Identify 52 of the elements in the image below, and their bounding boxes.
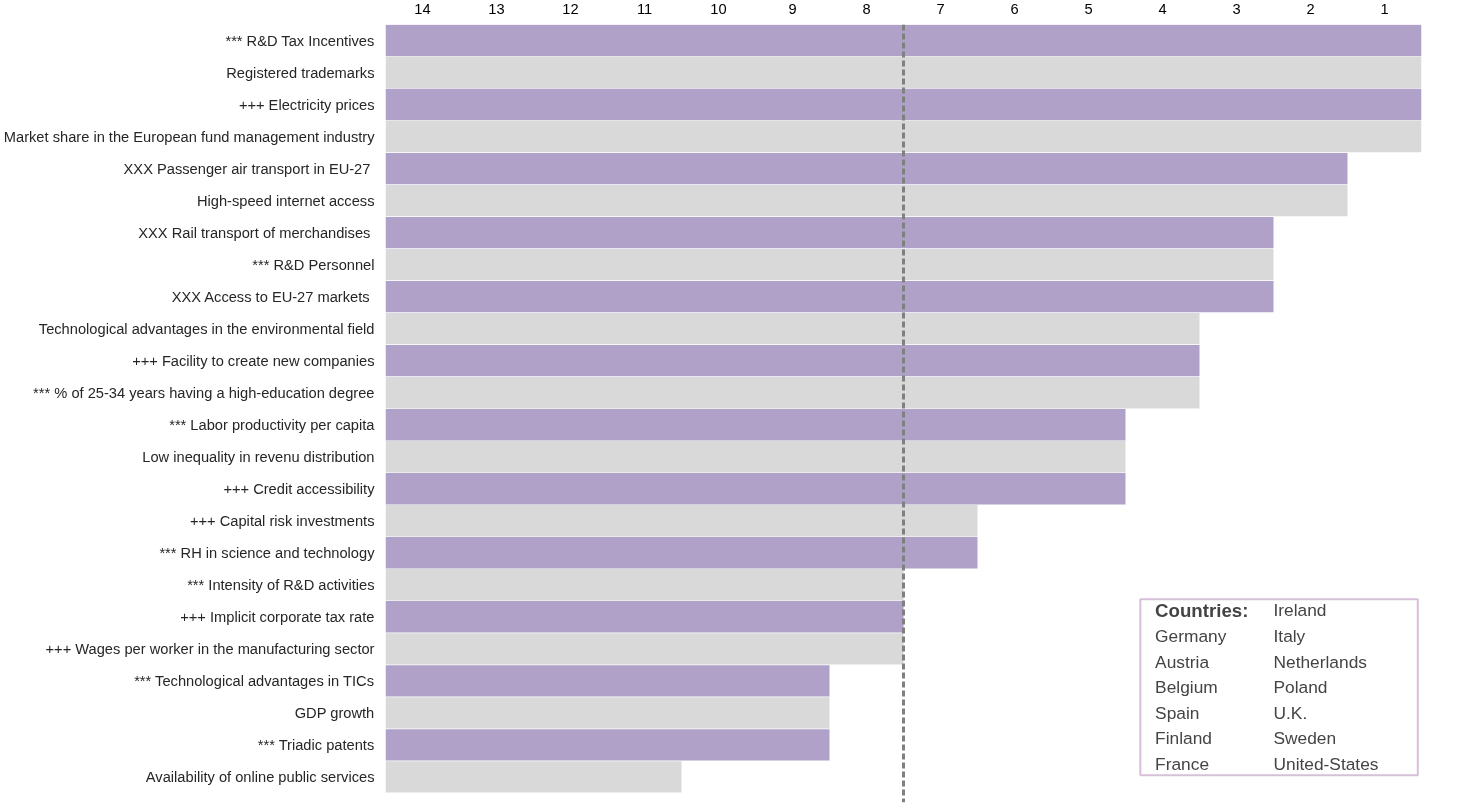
- y-tick-label: +++ Capital risk investments: [189, 512, 375, 529]
- x-tick-label: 13: [488, 0, 505, 17]
- x-tick-label: 1: [1380, 0, 1389, 17]
- annotation: France: [1155, 754, 1210, 775]
- x-tick-label: 2: [1306, 0, 1315, 17]
- y-tick-label: +++ Implicit corporate tax rate: [180, 608, 375, 625]
- x-tick-label: 4: [1158, 0, 1167, 17]
- annotation: Spain: [1155, 702, 1200, 723]
- y-tick-label: Market share in the European fund management industry: [3, 128, 376, 145]
- annotation: Belgium: [1155, 677, 1218, 698]
- y-tick-label: *** % of 25-34 years having a high-education degree: [33, 384, 375, 401]
- x-tick-label: 12: [562, 0, 579, 17]
- annotation: Poland: [1273, 677, 1328, 698]
- annotation: Countries:: [1155, 599, 1249, 621]
- y-tick-label: *** R&D Personnel: [252, 256, 375, 273]
- y-tick-label: *** Technological advantages in TICs: [134, 672, 374, 689]
- x-tick-label: 10: [710, 0, 727, 17]
- y-tick-label: Registered trademarks: [226, 64, 375, 81]
- y-tick-label: XXX Access to EU-27 markets: [171, 288, 370, 305]
- annotation: Netherlands: [1273, 651, 1368, 672]
- x-tick-label: 7: [936, 0, 945, 17]
- x-tick-label: 11: [636, 0, 653, 17]
- annotation: Austria: [1155, 651, 1210, 672]
- annotation: United-States: [1273, 754, 1379, 775]
- y-tick-label: Availability of online public services: [145, 768, 375, 785]
- y-tick-label: +++ Wages per worker in the manufacturing sector: [45, 640, 375, 657]
- y-tick-label: GDP growth: [294, 704, 375, 721]
- annotation: U.K.: [1273, 702, 1308, 723]
- y-tick-label: +++ Facility to create new companies: [132, 352, 375, 369]
- y-tick-label: Low inequality in revenu distribution: [142, 448, 375, 465]
- y-tick-label: *** Triadic patents: [257, 736, 375, 753]
- y-tick-label: +++ Credit accessibility: [223, 480, 376, 497]
- annotation: Sweden: [1273, 728, 1337, 749]
- annotation: Germany: [1155, 626, 1227, 647]
- annotation: Finland: [1155, 728, 1212, 749]
- x-tick-label: 14: [414, 0, 431, 17]
- y-tick-label: Technological advantages in the environmental field: [38, 320, 375, 337]
- y-tick-label: +++ Electricity prices: [238, 96, 375, 113]
- x-tick-label: 9: [788, 0, 797, 17]
- y-tick-label: *** Intensity of R&D activities: [187, 576, 375, 593]
- y-tick-label: XXX Passenger air transport in EU-27: [123, 160, 371, 177]
- y-tick-label: *** R&D Tax Incentives: [225, 32, 375, 49]
- x-tick-label: 8: [862, 0, 871, 17]
- y-tick-label: High-speed internet access: [196, 192, 375, 209]
- x-tick-label: 5: [1084, 0, 1093, 17]
- annotation: Italy: [1273, 626, 1306, 647]
- y-tick-label: XXX Rail transport of merchandises: [138, 224, 371, 241]
- annotation: Ireland: [1273, 600, 1327, 621]
- y-tick-label: *** RH in science and technology: [159, 544, 376, 561]
- x-tick-label: 6: [1010, 0, 1019, 17]
- x-tick-label: 3: [1232, 0, 1241, 17]
- y-tick-label: *** Labor productivity per capita: [169, 416, 376, 433]
